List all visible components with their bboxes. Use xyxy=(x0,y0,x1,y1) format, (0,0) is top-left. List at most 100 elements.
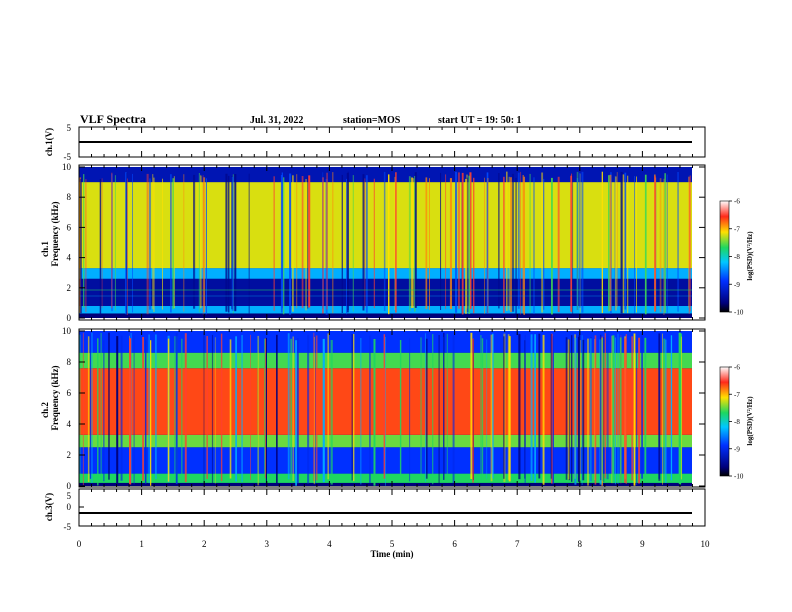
time-tick-label: 10 xyxy=(701,539,711,549)
sferic-streak xyxy=(307,334,310,484)
sferic-streak xyxy=(469,172,472,309)
sferic-streak xyxy=(322,172,324,309)
psd-band xyxy=(79,182,692,269)
sferic-streak xyxy=(688,176,689,308)
sferic-streak xyxy=(103,340,105,482)
sferic-streak xyxy=(688,176,690,314)
sferic-streak xyxy=(211,334,214,484)
sferic-streak xyxy=(587,338,589,486)
sferic-streak xyxy=(670,335,673,481)
sferic-streak xyxy=(97,338,99,486)
sferic-streak xyxy=(296,174,298,309)
sferic-streak xyxy=(604,333,606,479)
sferic-streak xyxy=(581,171,584,313)
frequency-tick-label: 6 xyxy=(67,388,72,398)
sferic-streak xyxy=(663,338,666,480)
sferic-streak xyxy=(369,335,371,484)
sferic-streak xyxy=(508,336,511,482)
colorbar-tick-label: -8 xyxy=(734,418,740,426)
frequency-tick-label: 10 xyxy=(62,326,72,336)
ch3-ytick-bottom: -5 xyxy=(64,522,72,532)
time-tick-label: 2 xyxy=(202,539,207,549)
sferic-streak xyxy=(634,176,635,314)
sferic-streak xyxy=(315,335,318,481)
sferic-streak xyxy=(347,171,349,311)
sferic-streak xyxy=(214,337,216,484)
sferic-streak xyxy=(658,333,661,481)
ch1-spectrogram-panel: 0 2 4 6 8 10 ch.1 Frequency (kHz) xyxy=(40,162,706,323)
sferic-streak xyxy=(120,335,123,481)
sferic-streak xyxy=(461,172,464,315)
sferic-streak xyxy=(677,172,679,312)
sferic-streak xyxy=(524,334,526,483)
time-tick-label: 0 xyxy=(77,539,82,549)
sferic-streak xyxy=(615,176,617,311)
frequency-tick-label: 0 xyxy=(67,313,72,323)
sferic-streak xyxy=(538,333,541,479)
sferic-streak xyxy=(203,177,206,313)
sferic-streak xyxy=(601,336,603,486)
sferic-streak xyxy=(486,339,488,479)
sferic-streak xyxy=(608,175,610,312)
sferic-streak xyxy=(465,178,467,314)
sferic-streak xyxy=(664,173,666,313)
sferic-streak xyxy=(326,172,328,310)
sferic-streak xyxy=(662,333,663,485)
ch3-voltage-panel: 5 0 -5 ch.3(V) xyxy=(44,488,706,532)
sferic-streak xyxy=(225,173,228,312)
sferic-streak xyxy=(576,171,579,310)
sferic-streak xyxy=(264,338,267,479)
time-tick-label: 7 xyxy=(515,539,520,549)
sferic-streak xyxy=(346,178,347,315)
sferic-streak xyxy=(574,337,577,485)
sferic-streak xyxy=(529,173,531,313)
sferic-streak xyxy=(99,179,102,315)
sferic-streak xyxy=(150,340,152,486)
time-tick-label: 4 xyxy=(327,539,332,549)
sferic-streak xyxy=(468,175,471,314)
sferic-streak xyxy=(282,177,285,315)
sferic-streak xyxy=(79,334,81,481)
sferic-streak xyxy=(600,334,602,481)
sferic-streak xyxy=(409,338,411,482)
sferic-streak xyxy=(330,340,333,485)
sferic-streak xyxy=(530,334,533,481)
sferic-streak xyxy=(638,337,641,484)
sferic-streak xyxy=(490,334,493,482)
sferic-streak xyxy=(203,332,205,485)
sferic-streak xyxy=(654,176,656,311)
sferic-streak xyxy=(373,178,375,309)
sferic-streak xyxy=(440,172,442,310)
sferic-streak xyxy=(625,334,627,484)
sferic-streak xyxy=(162,178,163,310)
sferic-streak xyxy=(144,338,147,484)
sferic-streak xyxy=(365,175,368,313)
sferic-streak xyxy=(679,332,682,486)
sferic-streak xyxy=(108,332,110,480)
sferic-streak xyxy=(602,338,604,481)
sferic-streak xyxy=(534,334,536,483)
sferic-streak xyxy=(572,175,574,314)
frequency-tick-label: 0 xyxy=(67,481,72,491)
sferic-streak xyxy=(498,173,500,309)
sferic-streak xyxy=(352,175,354,312)
sferic-streak xyxy=(425,177,428,309)
ch2-spectrogram-panel: 0 2 4 6 8 10 ch.2 Frequency (kHz) xyxy=(40,326,706,491)
sferic-streak xyxy=(80,178,82,314)
sferic-streak xyxy=(413,178,415,308)
sferic-streak xyxy=(346,173,349,313)
time-tick-label: 1 xyxy=(139,539,144,549)
sferic-streak xyxy=(612,335,615,483)
ch2-colorbar-label: log(PSD)(V²/Hz) xyxy=(746,396,754,446)
sferic-streak xyxy=(507,334,510,480)
sferic-streak xyxy=(520,171,522,315)
sferic-streak xyxy=(581,335,583,485)
time-tick-label: 9 xyxy=(640,539,645,549)
sferic-streak xyxy=(557,176,560,313)
sferic-streak xyxy=(234,174,237,312)
ch2-spectrogram-ylabel: Frequency (kHz) xyxy=(50,365,60,430)
ch2-colorbar-gradient xyxy=(719,366,730,477)
sferic-streak xyxy=(659,178,662,313)
frequency-tick-label: 4 xyxy=(67,253,72,263)
